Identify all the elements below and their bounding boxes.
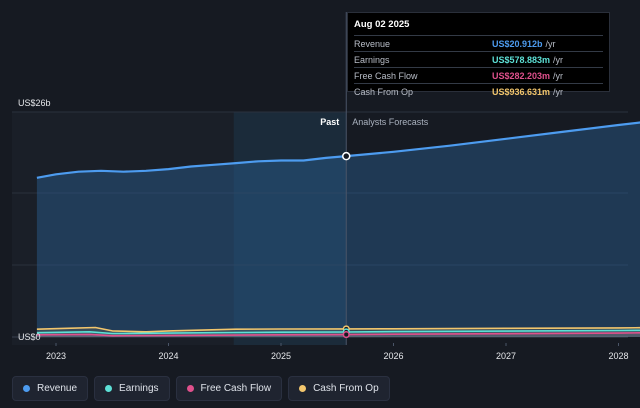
x-tick-label: 2024: [158, 351, 178, 361]
tooltip-value: US$936.631m: [492, 87, 551, 97]
tooltip-row-free-cash-flow: Free Cash Flow US$282.203m /yr: [354, 67, 603, 83]
legend-label: Cash From Op: [313, 383, 379, 394]
chart-legend: Revenue Earnings Free Cash Flow Cash Fro…: [12, 376, 390, 401]
tooltip-value: US$578.883m: [492, 55, 551, 65]
legend-item-free-cash-flow[interactable]: Free Cash Flow: [175, 376, 283, 401]
y-axis-top-label: US$26b: [18, 98, 51, 108]
hover-markers: [342, 151, 351, 339]
x-tick-label: 2027: [496, 351, 516, 361]
free-cash-flow-line: [36, 332, 640, 337]
legend-item-earnings[interactable]: Earnings: [94, 376, 170, 401]
earnings-dot-icon: [105, 385, 113, 392]
legend-item-cash-from-op[interactable]: Cash From Op: [288, 376, 390, 401]
hover-tooltip: Aug 02 2025 Revenue US$20.912b /yr Earni…: [347, 12, 610, 97]
tooltip-row-earnings: Earnings US$578.883m /yr: [354, 51, 603, 67]
tooltip-label: Revenue: [354, 39, 391, 49]
tooltip-date: Aug 02 2025: [354, 19, 410, 30]
tooltip-unit: /yr: [545, 39, 556, 49]
tooltip-unit: /yr: [553, 71, 564, 81]
x-tick-label: 2023: [46, 351, 66, 361]
x-tick-label: 2025: [271, 351, 291, 361]
x-tick-label: 2026: [383, 351, 403, 361]
tooltip-value: US$282.203m: [492, 71, 551, 81]
free-cash-flow-marker: [342, 331, 350, 339]
gridlines: [12, 111, 628, 338]
tooltip-unit: /yr: [553, 55, 564, 65]
x-axis-ticks: 2023 2024 2025 2026 2027 2028: [46, 343, 629, 361]
legend-label: Free Cash Flow: [200, 383, 272, 394]
legend-label: Revenue: [37, 383, 78, 394]
free-cash-flow-dot-icon: [186, 385, 194, 392]
legend-item-revenue[interactable]: Revenue: [12, 376, 89, 401]
highlight-band: [233, 112, 347, 345]
tooltip-value: US$20.912b: [492, 39, 543, 49]
tooltip-label: Cash From Op: [354, 87, 414, 97]
tooltip-label: Free Cash Flow: [354, 71, 418, 81]
tooltip-label: Earnings: [354, 55, 390, 65]
legend-label: Earnings: [119, 383, 159, 394]
series-lines: [36, 121, 640, 337]
cash-from-op-line: [36, 326, 640, 333]
revenue-area: [36, 122, 640, 337]
revenue-line: [36, 121, 640, 179]
forecast-label: Analysts Forecasts: [352, 117, 429, 127]
y-axis-zero-label: US$0: [18, 332, 41, 342]
earnings-line: [36, 329, 640, 335]
tooltip-row-cash-from-op: Cash From Op US$936.631m /yr: [354, 83, 603, 99]
revenue-marker: [342, 151, 351, 161]
past-label: Past: [320, 117, 339, 127]
tooltip-unit: /yr: [553, 87, 564, 97]
tooltip-row-revenue: Revenue US$20.912b /yr: [354, 35, 603, 51]
cash-from-op-dot-icon: [299, 385, 307, 392]
revenue-dot-icon: [23, 385, 30, 392]
x-tick-label: 2028: [608, 351, 628, 361]
